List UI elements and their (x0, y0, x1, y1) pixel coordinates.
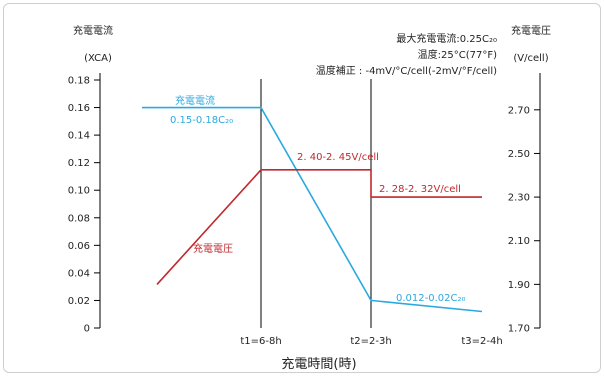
annotation-voltage-float: 2. 28-2. 32V/cell (379, 184, 461, 195)
annotation-voltage-absorption: 2. 40-2. 45V/cell (297, 152, 379, 163)
right-axis-unit: (V/cell) (513, 53, 548, 64)
annotation-current-initial: 0.15-0.18C₂₀ (170, 115, 233, 126)
left-tick-label: 0.06 (68, 241, 90, 252)
right-tick-label: 2.50 (508, 149, 530, 160)
series-layer (142, 106, 483, 313)
chart-frame (3, 3, 601, 373)
annotation-voltage-label: 充電電圧 (193, 242, 233, 255)
left-tick-label: 0.12 (68, 158, 90, 169)
right-tick-label: 2.10 (508, 236, 530, 247)
note-temperature: 温度:25°C(77°F) (418, 48, 497, 61)
left-tick-label: 0.10 (68, 186, 90, 197)
x-axis-title: 充電時間(時) (281, 356, 356, 372)
annotation-current-final: 0.012-0.02C₂₀ (396, 293, 466, 304)
left-tick-label: 0.18 (68, 76, 90, 87)
right-tick-label: 1.90 (508, 280, 530, 291)
right-axis-title: 充電電圧 (511, 24, 551, 37)
annotation-current-label: 充電電流 (175, 94, 215, 107)
right-tick-label: 2.30 (508, 193, 530, 204)
note-temp-compensation: 温度補正 : -4mV/°C/cell(-2mV/°F/cell) (316, 64, 497, 77)
x-tick-label: t3=2-4h (461, 336, 502, 347)
left-tick-label: 0.16 (68, 103, 90, 114)
right-axis-ticks: 1.70 1.90 2.10 2.30 2.50 2.70 (508, 105, 540, 335)
axes-group (99, 73, 541, 328)
left-tick-label: 0 (84, 324, 90, 335)
x-tick-label: t1=6-8h (240, 336, 281, 347)
x-tick-label: t2=2-3h (350, 336, 391, 347)
charge-voltage-line (156, 169, 482, 285)
left-tick-label: 0.02 (68, 296, 90, 307)
right-tick-label: 2.70 (508, 105, 530, 116)
left-axis-ticks: 0 0.02 0.04 0.06 0.08 0.10 0.12 0.14 0.16 0.18 (68, 76, 100, 335)
note-max-current: 最大充電電流:0.25C₂₀ (396, 32, 497, 45)
charge-current-line (142, 106, 483, 313)
right-tick-label: 1.70 (508, 324, 530, 335)
left-tick-label: 0.14 (68, 131, 90, 142)
x-axis-ticks: t1=6-8h t2=2-3h t3=2-4h (240, 336, 502, 347)
left-tick-label: 0.04 (68, 268, 90, 279)
left-axis-title: 充電電流 (73, 24, 113, 37)
left-tick-label: 0.08 (68, 213, 90, 224)
left-axis-unit: (XCA) (84, 53, 112, 64)
